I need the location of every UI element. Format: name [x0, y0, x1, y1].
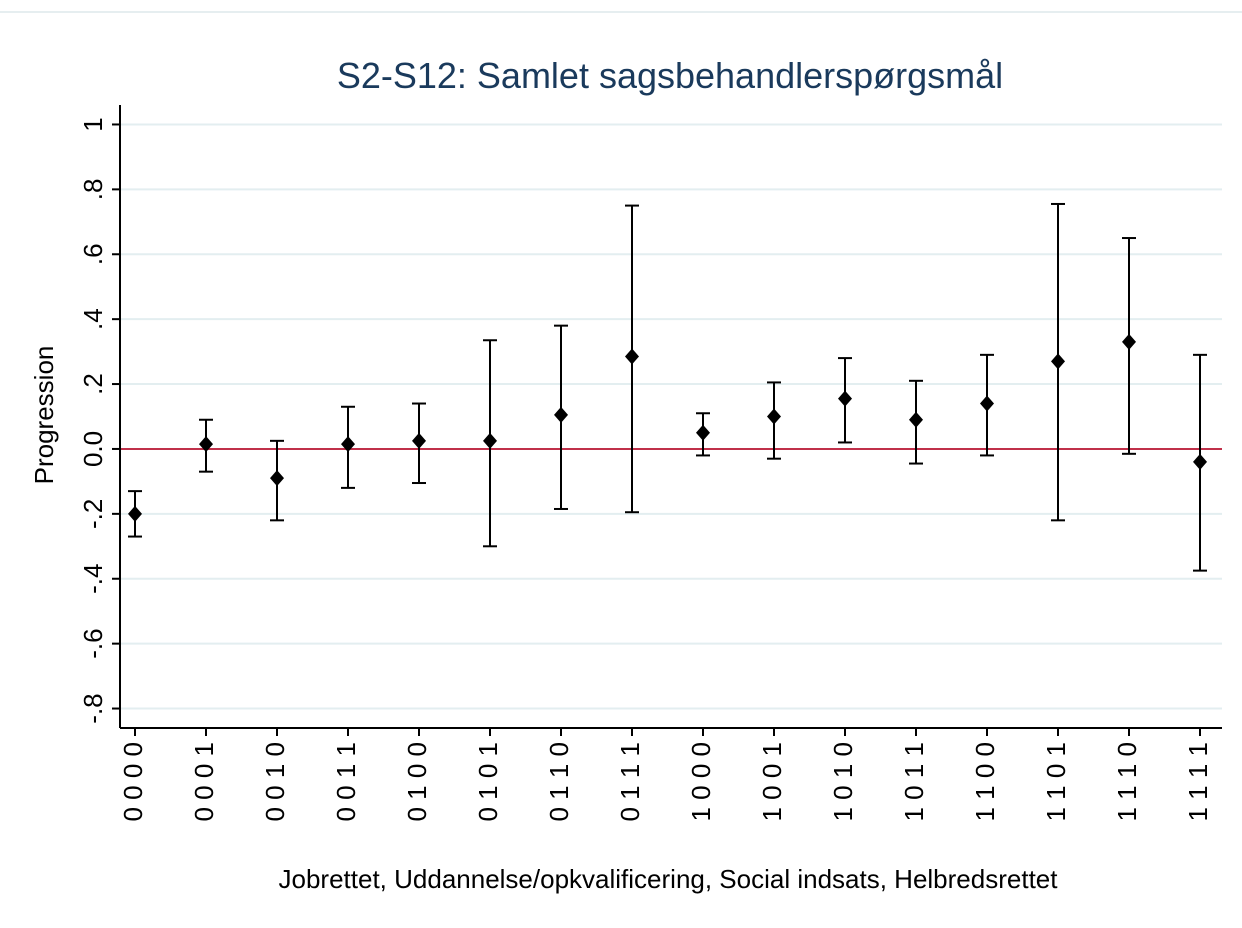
x-tick-label: 0 0 1 0 — [260, 742, 290, 822]
y-tick-label: -.8 — [78, 693, 108, 723]
x-tick-label: 0 1 1 0 — [544, 742, 574, 822]
point — [909, 411, 923, 428]
y-tick-label: -.6 — [78, 628, 108, 658]
y-axis-label: Progression — [29, 346, 59, 485]
x-tick-label: 1 0 1 1 — [899, 742, 929, 822]
y-tick-label: -.2 — [78, 499, 108, 529]
point — [767, 408, 781, 425]
y-tick-label: 1 — [78, 117, 108, 131]
y-tick-label: .4 — [78, 308, 108, 330]
point — [1051, 353, 1065, 370]
x-tick-label: 0 0 0 1 — [189, 742, 219, 822]
point — [128, 505, 142, 522]
point — [1122, 333, 1136, 350]
y-tick-label: .8 — [78, 179, 108, 201]
x-tick-label: 1 1 0 0 — [970, 742, 1000, 822]
x-tick-label: 1 0 0 0 — [686, 742, 716, 822]
x-tick-label: 0 1 0 1 — [473, 742, 503, 822]
x-tick-label: 0 0 1 1 — [331, 742, 361, 822]
y-tick-label: .6 — [78, 243, 108, 265]
point — [980, 395, 994, 412]
x-tick-label: 0 1 0 0 — [402, 742, 432, 822]
point — [696, 424, 710, 441]
x-tick-label: 1 1 1 0 — [1112, 742, 1142, 822]
point — [625, 348, 639, 365]
point — [412, 432, 426, 449]
x-axis-label: Jobrettet, Uddannelse/opkvalificering, S… — [279, 864, 1059, 894]
x-tick-label: 1 1 0 1 — [1041, 742, 1071, 822]
point — [838, 390, 852, 407]
point — [341, 436, 355, 453]
x-tick-label: 1 0 1 0 — [828, 742, 858, 822]
y-tick-label: 0.0 — [78, 431, 108, 467]
x-tick-label: 0 0 0 0 — [118, 742, 148, 822]
point — [483, 432, 497, 449]
point — [554, 406, 568, 423]
y-tick-label: .2 — [78, 373, 108, 395]
point — [1193, 453, 1207, 470]
chart-title: S2-S12: Samlet sagsbehandlerspørgsmål — [337, 55, 1003, 96]
x-tick-label: 1 0 0 1 — [757, 742, 787, 822]
x-tick-label: 0 1 1 1 — [615, 742, 645, 822]
point — [199, 436, 213, 453]
x-tick-label: 1 1 1 1 — [1183, 742, 1213, 822]
y-tick-label: -.4 — [78, 564, 108, 594]
point — [270, 470, 284, 487]
